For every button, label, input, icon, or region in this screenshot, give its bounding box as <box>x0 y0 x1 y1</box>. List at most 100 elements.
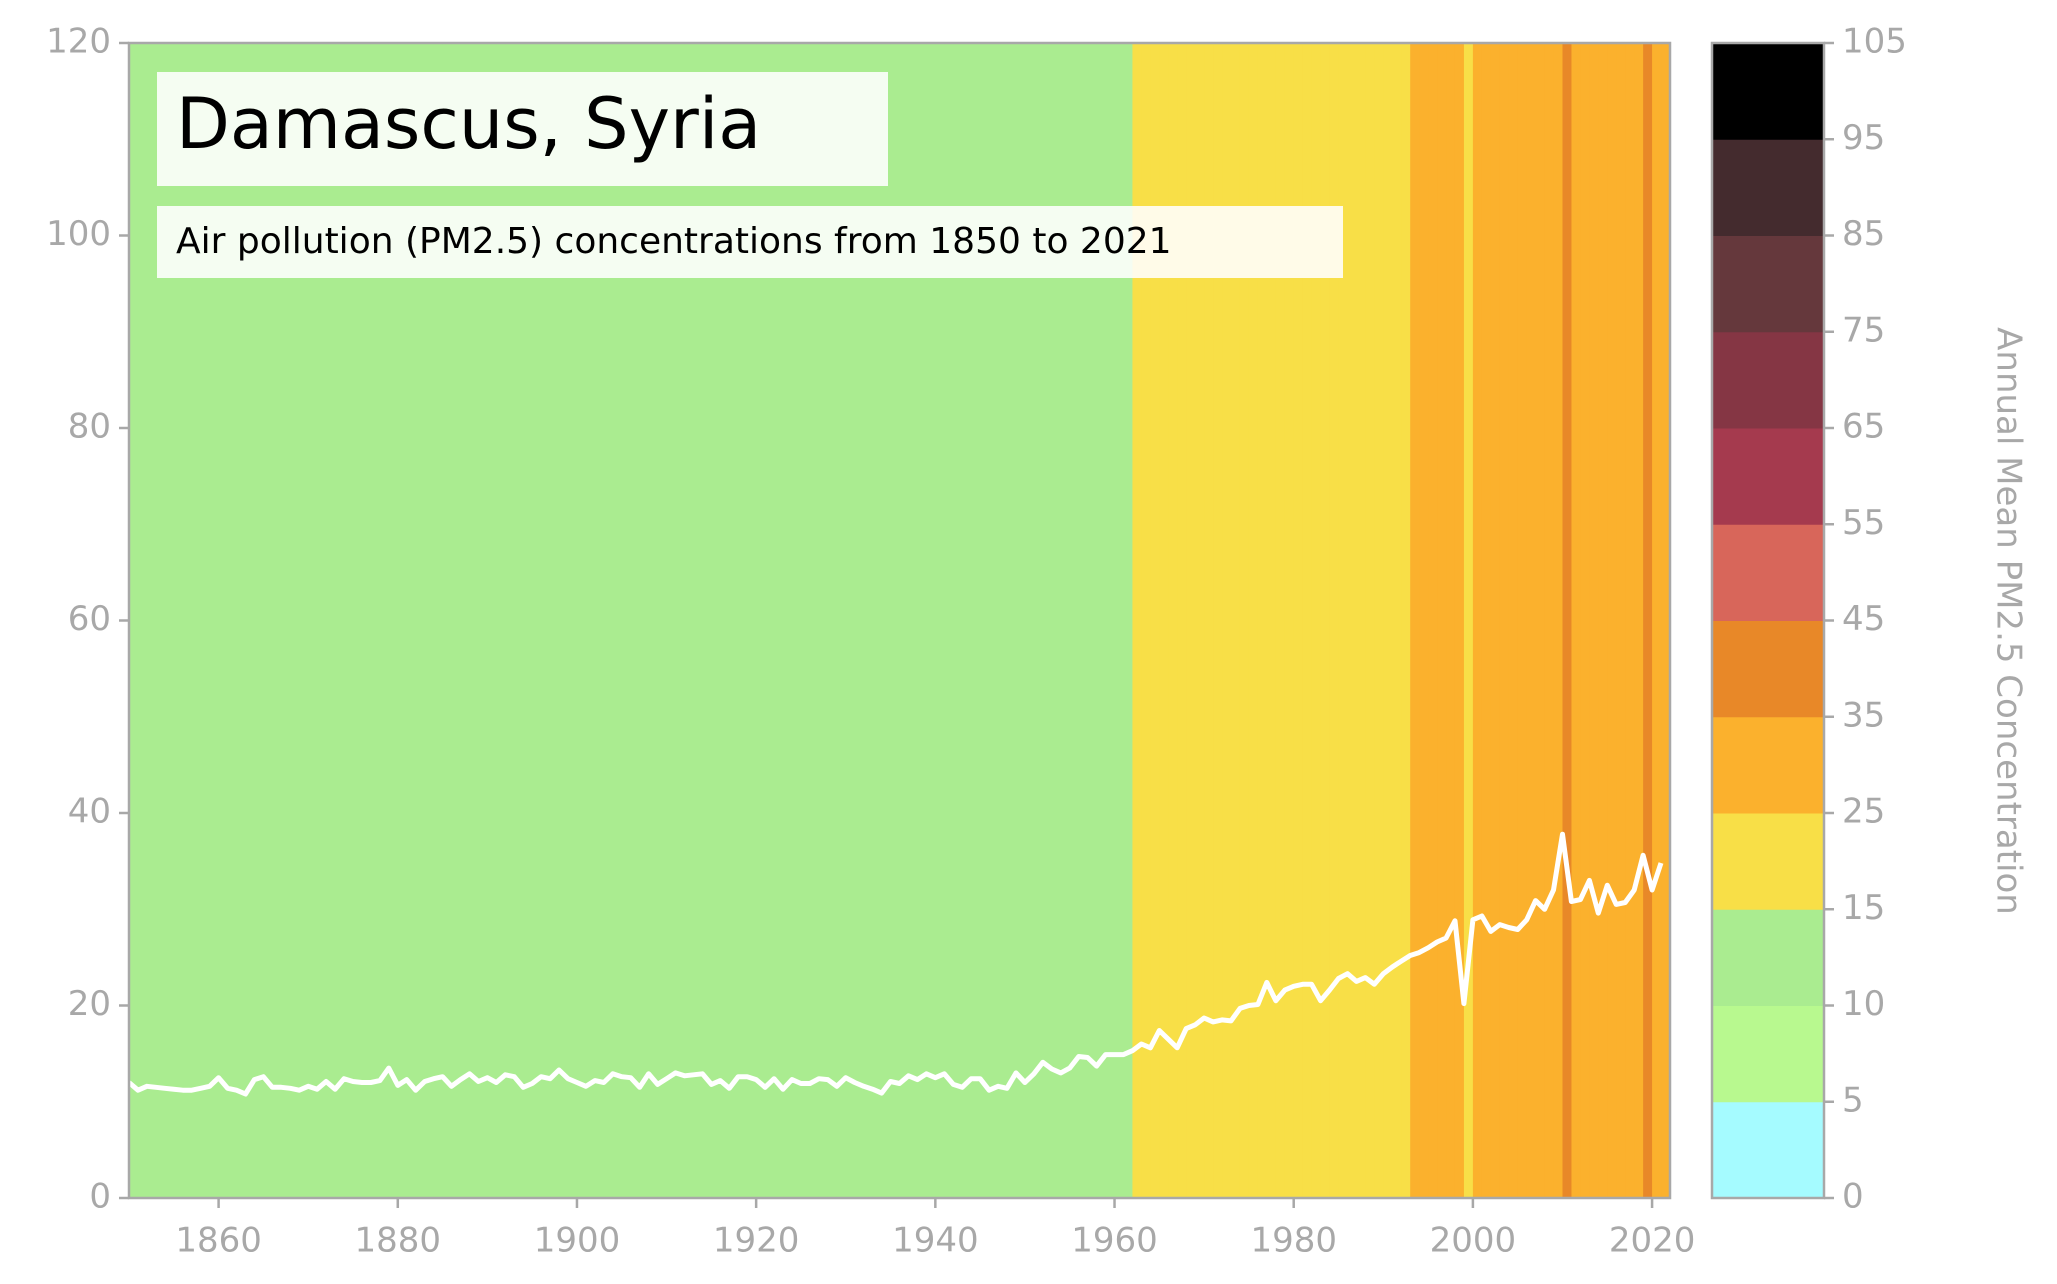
stripe <box>827 43 838 1198</box>
stripe <box>1087 43 1098 1198</box>
stripe <box>352 43 363 1198</box>
stripe <box>415 43 426 1198</box>
stripe <box>1643 43 1653 1198</box>
colorbar-bin <box>1712 1101 1824 1199</box>
colorbar-tick-label: 5 <box>1842 1080 1864 1120</box>
stripe <box>1419 43 1429 1198</box>
stripe <box>1616 43 1626 1198</box>
stripe <box>254 43 264 1198</box>
stripe <box>962 43 972 1198</box>
stripe <box>290 43 300 1198</box>
stripe <box>460 43 470 1198</box>
stripe <box>550 43 560 1198</box>
stripe <box>1481 43 1492 1198</box>
stripe <box>559 43 569 1198</box>
stripe <box>1302 43 1313 1198</box>
stripe <box>397 43 408 1198</box>
colorbar-bin <box>1712 620 1824 718</box>
stripe <box>1105 43 1116 1198</box>
colorbar-bin <box>1712 813 1824 910</box>
stripe <box>1329 43 1340 1198</box>
colorbar-bin <box>1712 428 1824 525</box>
stripe <box>1544 43 1555 1198</box>
stripe <box>532 43 542 1198</box>
stripe <box>738 43 748 1198</box>
stripe <box>1410 43 1420 1198</box>
stripe <box>1490 43 1501 1198</box>
colorbar-tick-label: 35 <box>1842 695 1885 735</box>
stripe <box>648 43 659 1198</box>
stripe <box>1159 43 1169 1198</box>
stripe <box>1392 43 1402 1198</box>
stripe <box>899 43 909 1198</box>
stripe <box>1114 43 1124 1198</box>
stripe <box>1401 43 1411 1198</box>
y-tick-label: 40 <box>68 792 111 832</box>
pm25-line <box>127 831 1664 1097</box>
colorbar-bin <box>1712 43 1824 140</box>
stripe <box>675 43 685 1198</box>
colorbar-tick-label: 75 <box>1842 310 1885 350</box>
x-tick-label: 1940 <box>892 1221 979 1261</box>
stripe <box>1284 43 1295 1198</box>
stripe <box>469 43 479 1198</box>
x-tick-label: 1900 <box>534 1221 621 1261</box>
colorbar-bin <box>1712 909 1824 1006</box>
stripe <box>890 43 900 1198</box>
stripe <box>218 43 229 1198</box>
stripe <box>1598 43 1608 1198</box>
stripe <box>406 43 417 1198</box>
stripe <box>1239 43 1250 1198</box>
stripe <box>1150 43 1160 1198</box>
stripe <box>1096 43 1107 1198</box>
stripe <box>1320 43 1331 1198</box>
stripe <box>1051 43 1062 1198</box>
stripe <box>800 43 811 1198</box>
stripe <box>594 43 605 1198</box>
stripe <box>630 43 641 1198</box>
stripe <box>361 43 372 1198</box>
colorbar-tick-label: 0 <box>1842 1177 1864 1217</box>
stripe <box>783 43 793 1198</box>
colorbar-bin <box>1712 1005 1824 1103</box>
stripe <box>272 43 282 1198</box>
stripe <box>227 43 238 1198</box>
stripe <box>1535 43 1546 1198</box>
stripe <box>971 43 981 1198</box>
x-tick-label: 2000 <box>1430 1221 1517 1261</box>
stripe <box>917 43 927 1198</box>
stripe <box>1383 43 1393 1198</box>
stripe <box>881 43 892 1198</box>
stripe <box>1661 43 1671 1198</box>
stripe <box>1454 43 1465 1198</box>
stripe <box>1517 43 1528 1198</box>
subtitle-box <box>157 206 1343 278</box>
stripe <box>1625 43 1635 1198</box>
colorbar-tick-label: 105 <box>1842 22 1907 62</box>
stripe <box>164 43 175 1198</box>
stripe <box>388 43 399 1198</box>
stripe <box>182 43 193 1198</box>
stripe <box>1580 43 1590 1198</box>
stripe <box>603 43 614 1198</box>
stripe <box>1141 43 1151 1198</box>
stripe <box>1508 43 1519 1198</box>
stripe <box>1195 43 1205 1198</box>
stripe <box>496 43 506 1198</box>
stripe <box>836 43 847 1198</box>
stripe <box>1069 43 1080 1198</box>
stripe <box>684 43 694 1198</box>
stripe <box>666 43 677 1198</box>
stripe <box>1553 43 1563 1198</box>
stripe <box>1248 43 1259 1198</box>
stripe <box>621 43 632 1198</box>
colorbar-bin <box>1712 235 1824 333</box>
y-tick-label: 100 <box>46 214 111 254</box>
stripe <box>989 43 999 1198</box>
x-tick-label: 1860 <box>175 1221 262 1261</box>
stripe <box>1437 43 1447 1198</box>
x-tick-label: 1920 <box>713 1221 800 1261</box>
colorbar-bin <box>1712 331 1824 429</box>
stripe <box>1634 43 1644 1198</box>
